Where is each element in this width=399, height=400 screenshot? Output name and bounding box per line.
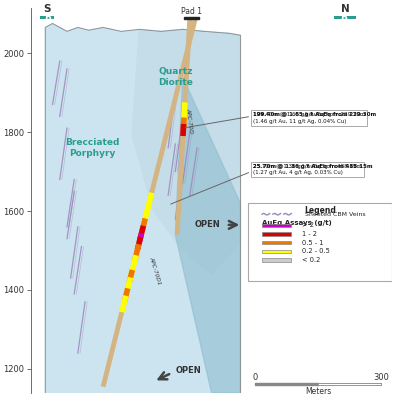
Text: < 0.2: < 0.2 xyxy=(302,257,320,263)
Text: 300: 300 xyxy=(373,373,389,382)
Polygon shape xyxy=(176,77,241,393)
Bar xyxy=(184,17,199,19)
Text: AuEq Assays (g/t): AuEq Assays (g/t) xyxy=(262,220,332,226)
Text: 0.5 - 1: 0.5 - 1 xyxy=(302,240,323,246)
Text: OPEN: OPEN xyxy=(195,220,221,229)
Text: N: N xyxy=(341,4,350,14)
Text: Brecciated
Porphyry: Brecciated Porphyry xyxy=(65,138,119,158)
Polygon shape xyxy=(45,24,241,393)
Bar xyxy=(262,258,291,262)
Bar xyxy=(262,232,291,236)
Text: > 2: > 2 xyxy=(302,222,314,228)
Text: Pad 1: Pad 1 xyxy=(181,7,202,16)
Text: B: B xyxy=(43,13,51,22)
Text: 199.40m @ 1.65 g/t AuEq from 229.30m: 199.40m @ 1.65 g/t AuEq from 229.30m xyxy=(253,112,376,117)
Text: B': B' xyxy=(340,13,350,22)
Text: Quartz
Diorite: Quartz Diorite xyxy=(158,67,193,87)
Text: Sheeted CBM Veins: Sheeted CBM Veins xyxy=(306,212,366,217)
Bar xyxy=(262,250,291,253)
FancyBboxPatch shape xyxy=(334,16,356,19)
Text: APC-70D1: APC-70D1 xyxy=(148,256,162,285)
FancyBboxPatch shape xyxy=(40,16,54,19)
FancyBboxPatch shape xyxy=(248,203,392,280)
Bar xyxy=(262,224,291,227)
Polygon shape xyxy=(132,30,241,274)
Text: 199.40m @ 1.65 g/t AuEq from 229.30m
(1.46 g/t Au, 11 g/t Ag, 0.04% Cu): 199.40m @ 1.65 g/t AuEq from 229.30m (1.… xyxy=(253,112,365,124)
Text: OPEN: OPEN xyxy=(176,366,201,376)
Text: S: S xyxy=(43,4,51,14)
Bar xyxy=(262,241,291,244)
Text: Meters: Meters xyxy=(305,387,331,396)
Text: 25.70m @ 1.36 g/t AuEq from 488.15m
(1.27 g/t Au, 4 g/t Ag, 0.03% Cu): 25.70m @ 1.36 g/t AuEq from 488.15m (1.2… xyxy=(253,164,362,175)
Text: APC-70D: APC-70D xyxy=(186,107,194,133)
Text: 0.2 - 0.5: 0.2 - 0.5 xyxy=(302,248,330,254)
Text: 1 - 2: 1 - 2 xyxy=(302,231,317,237)
Text: Legend: Legend xyxy=(304,206,336,215)
Text: 0: 0 xyxy=(252,373,257,382)
Text: 25.70m @ 1.36 g/t AuEq from 488.15m: 25.70m @ 1.36 g/t AuEq from 488.15m xyxy=(253,164,373,169)
